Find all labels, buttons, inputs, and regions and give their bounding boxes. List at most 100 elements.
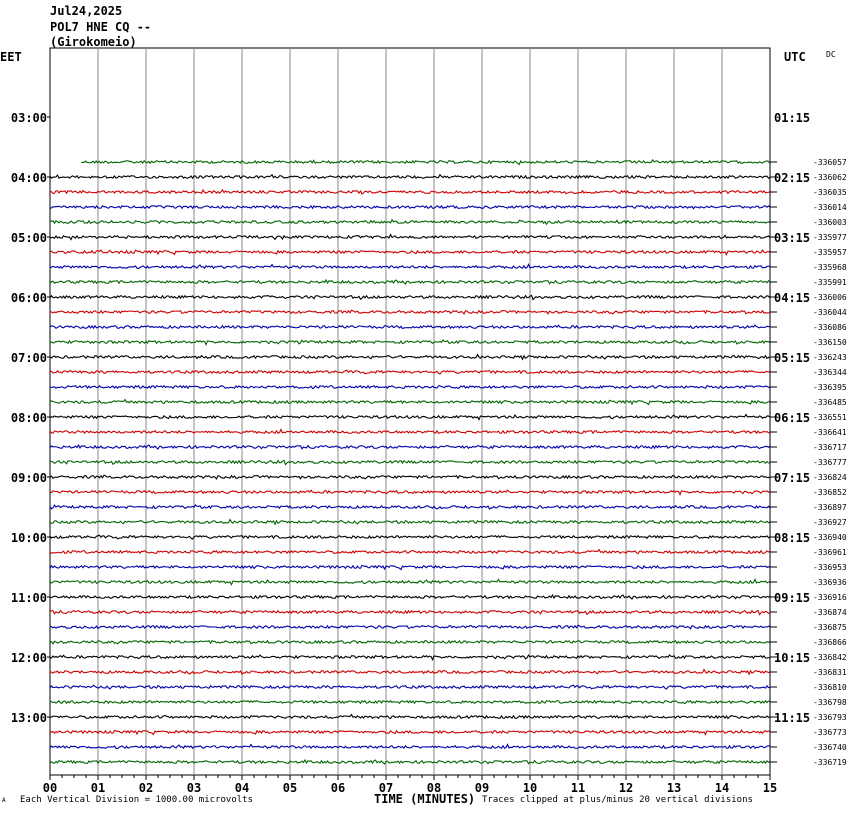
seismic-trace xyxy=(49,339,771,347)
x-axis-label: TIME (MINUTES) xyxy=(374,792,476,806)
trace-value-label: -336852 xyxy=(813,488,847,497)
trace-value-label: -336243 xyxy=(813,353,847,362)
seismic-trace xyxy=(49,324,771,330)
left-hour-label: 03:00 xyxy=(11,111,47,125)
right-hour-label: 10:15 xyxy=(774,651,810,665)
seismic-trace xyxy=(49,369,771,375)
x-tick-label: 01 xyxy=(91,781,105,795)
dc-label: DC xyxy=(826,50,836,59)
x-tick-label: 11 xyxy=(571,781,585,795)
seismic-trace xyxy=(49,743,771,750)
seismic-trace xyxy=(49,218,771,226)
trace-value-label: -335991 xyxy=(813,278,847,287)
seismic-trace xyxy=(49,443,771,450)
left-hour-label: 11:00 xyxy=(11,591,47,605)
left-hour-label: 10:00 xyxy=(11,531,47,545)
seismic-trace xyxy=(49,593,771,600)
header-date: Jul24,2025 xyxy=(50,4,123,18)
seismic-trace xyxy=(49,504,771,510)
seismic-trace xyxy=(49,668,771,676)
seismic-trace xyxy=(49,713,771,720)
x-tick-label: 04 xyxy=(235,781,249,795)
seismic-trace xyxy=(49,699,771,705)
x-tick-label: 14 xyxy=(715,781,729,795)
trace-value-label: -336057 xyxy=(813,158,847,167)
x-tick-label: 12 xyxy=(619,781,633,795)
x-tick-label: 07 xyxy=(379,781,393,795)
seismic-trace xyxy=(49,624,771,630)
left-hour-label: 04:00 xyxy=(11,171,47,185)
seismic-trace xyxy=(49,654,771,662)
seismic-trace xyxy=(49,294,771,301)
trace-value-label: -336719 xyxy=(813,758,847,767)
seismic-trace xyxy=(49,188,771,195)
seismic-trace xyxy=(49,413,771,421)
left-hour-label: 07:00 xyxy=(11,351,47,365)
right-timezone-label: UTC xyxy=(784,50,806,64)
trace-value-label: -336793 xyxy=(813,713,847,722)
x-tick-label: 06 xyxy=(331,781,345,795)
trace-value-label: -336897 xyxy=(813,503,847,512)
trace-value-label: -336740 xyxy=(813,743,847,752)
x-tick-label: 08 xyxy=(427,781,441,795)
trace-value-label: -335957 xyxy=(813,248,847,257)
trace-value-label: -336641 xyxy=(813,428,847,437)
seismic-trace xyxy=(49,353,771,361)
footer-clip-note: Traces clipped at plus/minus 20 vertical… xyxy=(482,795,753,805)
plot-frame xyxy=(49,47,771,776)
x-tick-label: 15 xyxy=(763,781,777,795)
trace-value-label: -336866 xyxy=(813,638,847,647)
trace-value-label: -336916 xyxy=(813,593,847,602)
x-tick-label: 00 xyxy=(43,781,57,795)
footer-scale-note: Each Vertical Division = 1000.00 microvo… xyxy=(20,795,253,805)
seismic-trace xyxy=(81,158,771,166)
seismic-trace xyxy=(49,578,771,586)
trace-value-label: -336062 xyxy=(813,173,847,182)
chart-traces xyxy=(49,158,771,765)
x-tick-label: 02 xyxy=(139,781,153,795)
trace-value-label: -336551 xyxy=(813,413,847,422)
trace-value-label: -336824 xyxy=(813,473,847,482)
x-tick-label: 13 xyxy=(667,781,681,795)
seismic-trace xyxy=(49,728,771,736)
trace-value-label: -336874 xyxy=(813,608,847,617)
left-hour-label: 05:00 xyxy=(11,231,47,245)
trace-value-label: -336936 xyxy=(813,578,847,587)
trace-value-label: -336014 xyxy=(813,203,847,212)
right-hour-label: 11:15 xyxy=(774,711,810,725)
right-hour-label: 03:15 xyxy=(774,231,810,245)
seismic-trace xyxy=(49,233,771,241)
right-hour-label: 05:15 xyxy=(774,351,810,365)
seismic-trace xyxy=(49,564,771,571)
chart-labels: 00 01 02 03 04 05 06 07 08 09 10 11 12 13 14 15 03:00 04:… xyxy=(11,111,847,795)
chart-grid xyxy=(47,47,777,780)
seismic-trace xyxy=(49,428,771,435)
trace-value-label: -336485 xyxy=(813,398,847,407)
trace-value-label: -336953 xyxy=(813,563,847,572)
seismic-trace xyxy=(49,548,771,555)
trace-value-label: -336086 xyxy=(813,323,847,332)
x-tick-label: 09 xyxy=(475,781,489,795)
seismic-trace xyxy=(49,518,771,526)
seismic-trace xyxy=(49,384,771,390)
right-hour-label: 02:15 xyxy=(774,171,810,185)
trace-value-label: -336773 xyxy=(813,728,847,737)
seismic-trace xyxy=(49,173,771,180)
trace-value-label: -336798 xyxy=(813,698,847,707)
header-location: (Girokomeio) xyxy=(50,35,137,49)
trace-value-label: -335968 xyxy=(813,263,847,272)
seismic-trace xyxy=(49,639,771,645)
seismic-trace xyxy=(49,684,771,690)
seismic-trace xyxy=(50,309,771,315)
left-timezone-label: EET xyxy=(0,50,22,64)
left-hour-label: 06:00 xyxy=(11,291,47,305)
trace-value-label: -335977 xyxy=(813,233,847,242)
header-station: POL7 HNE CQ -- xyxy=(50,20,152,34)
seismic-trace xyxy=(49,609,771,616)
right-hour-label: 09:15 xyxy=(774,591,810,605)
x-tick-label: 05 xyxy=(283,781,297,795)
trace-value-label: -336831 xyxy=(813,668,847,677)
trace-value-label: -336035 xyxy=(813,188,847,197)
left-hour-label: 08:00 xyxy=(11,411,47,425)
